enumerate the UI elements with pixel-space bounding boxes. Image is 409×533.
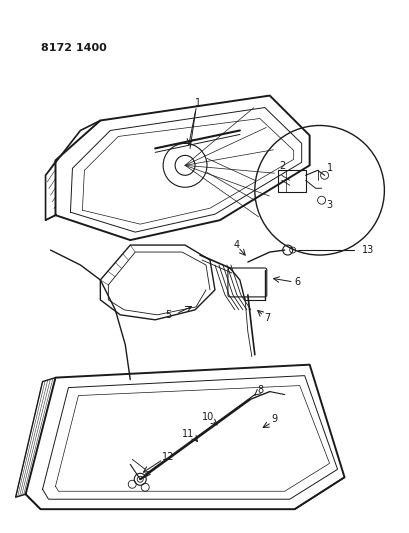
Bar (277, 171, 305, 192)
Text: 8172 1400: 8172 1400 (40, 43, 106, 53)
Text: 9: 9 (271, 415, 277, 424)
Text: 13: 13 (361, 245, 373, 255)
Text: 1: 1 (195, 98, 200, 108)
Text: 8: 8 (257, 385, 263, 394)
Text: 11: 11 (182, 430, 194, 439)
Text: 12: 12 (162, 453, 174, 462)
Text: 4: 4 (233, 240, 239, 250)
Text: 1: 1 (326, 163, 332, 173)
Text: 10: 10 (201, 413, 213, 423)
Text: 3: 3 (326, 200, 332, 210)
Text: 6: 6 (294, 277, 300, 287)
Text: 2: 2 (279, 161, 285, 171)
Text: 7: 7 (264, 313, 270, 323)
Text: 5: 5 (164, 310, 171, 320)
